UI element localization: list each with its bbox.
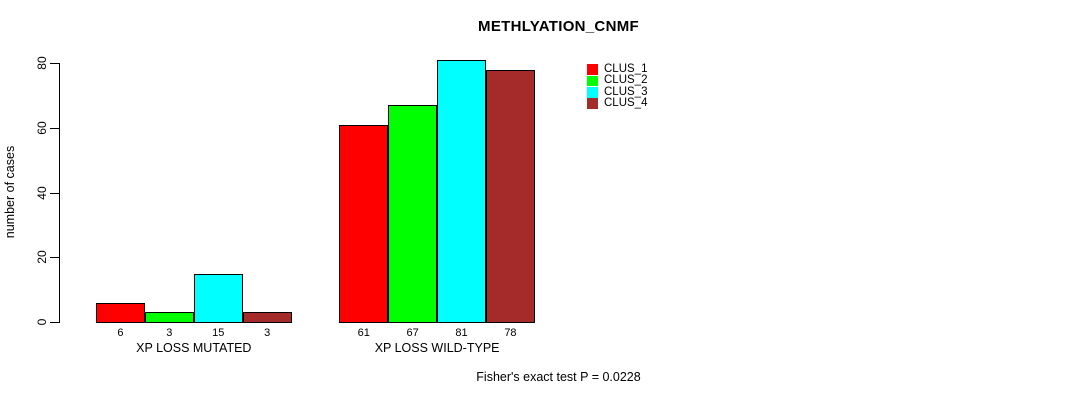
y-axis-label: number of cases [3,145,17,239]
bar-clus_3-group1 [193,273,243,323]
bar-value-label: 81 [455,327,468,339]
y-tick-label: 80 [35,56,49,71]
bar-value-label: 67 [406,327,419,339]
bar-clus_2-group2 [388,105,438,323]
legend-swatch-clus_2 [587,75,598,87]
bar-clus_4-group1 [242,312,292,323]
legend-label: CLUS_4 [604,97,648,110]
bar-value-label: 6 [117,327,124,339]
y-tick-label: 0 [35,318,49,326]
y-tick-label: 20 [35,250,49,265]
legend-swatch-clus_4 [587,98,598,109]
chart-title: METHLYATION_CNMF [478,18,639,35]
legend: CLUS_1 CLUS_2 CLUS_3 CLUS_4 [587,63,648,110]
y-axis-line [59,63,60,323]
legend-item-clus_3: CLUS_3 [587,85,648,98]
bar-clus_3-group2 [437,60,486,323]
legend-item-clus_2: CLUS_2 [587,74,648,87]
fisher-test-annotation: Fisher's exact test P = 0.0228 [476,370,641,384]
y-tick-mark [50,192,59,194]
bar-value-label: 78 [504,327,517,339]
y-tick-label: 40 [35,186,49,200]
legend-label: CLUS_3 [604,85,648,98]
legend-label: CLUS_1 [604,63,648,76]
y-tick-mark [50,128,59,130]
bar-value-label: 61 [357,327,370,339]
category-label-2: XP LOSS WILD-TYPE [374,341,500,355]
bar-clus_2-group1 [144,312,194,323]
bar-clus_1-group1 [96,302,145,323]
legend-swatch-clus_1 [587,64,598,75]
bar-clus_4-group2 [486,69,535,323]
bar-clus_1-group2 [339,124,389,323]
legend-item-clus_1: CLUS_1 [587,63,648,76]
bar-value-label: 15 [212,327,225,339]
y-tick-mark [50,322,59,323]
y-tick-mark [50,63,59,65]
bar-value-label: 3 [166,327,173,339]
y-tick-mark [50,257,59,259]
legend-label: CLUS_2 [604,74,648,87]
legend-item-clus_4: CLUS_4 [587,97,648,110]
legend-swatch-clus_3 [587,87,598,98]
bar-value-label: 3 [264,327,271,339]
category-label-1: XP LOSS MUTATED [136,341,252,355]
y-tick-label: 60 [35,121,49,135]
